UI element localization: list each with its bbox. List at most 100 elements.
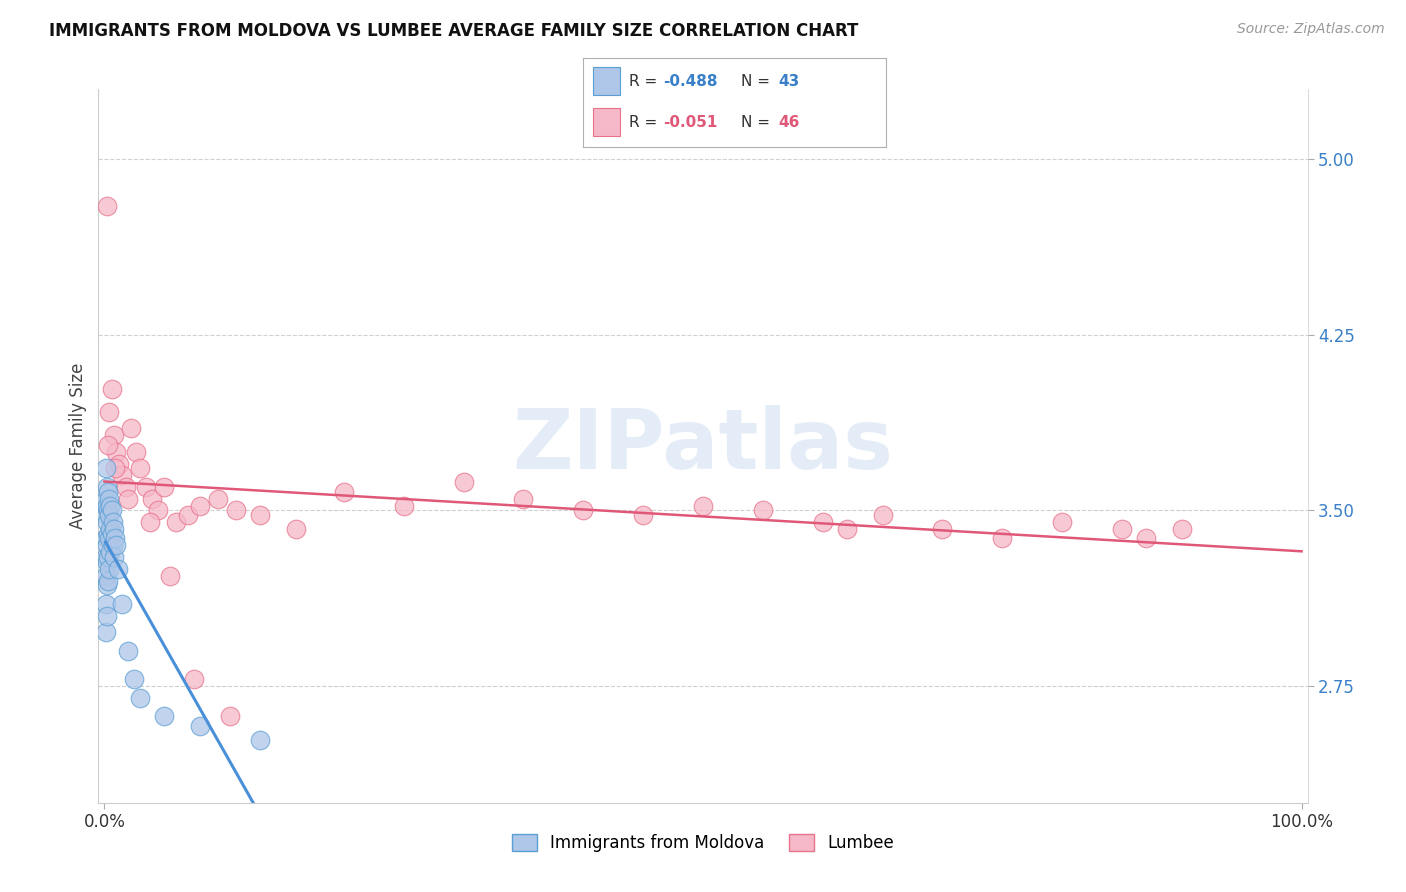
Point	[98, 491, 121, 506]
Point	[101, 515, 124, 529]
Point	[153, 480, 176, 494]
Text: N =: N =	[741, 115, 775, 129]
Point	[94, 508, 117, 522]
Point	[188, 718, 211, 732]
Point	[94, 550, 117, 565]
Text: Source: ZipAtlas.com: Source: ZipAtlas.com	[1237, 22, 1385, 37]
Text: -0.488: -0.488	[664, 74, 718, 88]
Legend: Immigrants from Moldova, Lumbee: Immigrants from Moldova, Lumbee	[505, 827, 901, 859]
Point	[96, 515, 118, 529]
Point	[94, 532, 117, 546]
Point	[139, 515, 162, 529]
Point	[124, 672, 146, 686]
Point	[103, 428, 125, 442]
Point	[120, 421, 142, 435]
Point	[225, 503, 247, 517]
Point	[98, 532, 121, 546]
Point	[96, 608, 118, 623]
FancyBboxPatch shape	[592, 67, 620, 95]
Point	[94, 625, 117, 640]
Point	[188, 499, 211, 513]
Point	[107, 562, 129, 576]
Point	[107, 457, 129, 471]
Point	[453, 475, 475, 490]
Point	[111, 468, 134, 483]
Point	[392, 499, 415, 513]
Point	[96, 480, 118, 494]
Point	[105, 538, 128, 552]
Point	[94, 597, 117, 611]
Point	[100, 503, 122, 517]
Point	[97, 574, 120, 588]
Point	[98, 508, 121, 522]
Point	[207, 491, 229, 506]
Point	[1171, 522, 1194, 536]
Point	[103, 550, 125, 565]
Point	[835, 522, 858, 536]
Text: R =: R =	[628, 115, 662, 129]
Text: N =: N =	[741, 74, 775, 88]
Point	[96, 199, 118, 213]
Point	[97, 484, 120, 499]
Point	[97, 550, 120, 565]
Point	[98, 405, 121, 419]
Point	[991, 532, 1014, 546]
Text: 46: 46	[779, 115, 800, 129]
FancyBboxPatch shape	[592, 108, 620, 136]
Y-axis label: Average Family Size: Average Family Size	[69, 363, 87, 529]
Point	[115, 480, 138, 494]
Point	[100, 499, 122, 513]
Point	[96, 578, 118, 592]
Point	[148, 503, 170, 517]
Text: 43: 43	[779, 74, 800, 88]
Point	[165, 515, 187, 529]
Point	[97, 526, 120, 541]
Text: IMMIGRANTS FROM MOLDOVA VS LUMBEE AVERAGE FAMILY SIZE CORRELATION CHART: IMMIGRANTS FROM MOLDOVA VS LUMBEE AVERAG…	[49, 22, 859, 40]
Point	[101, 538, 124, 552]
Point	[94, 461, 117, 475]
Point	[1111, 522, 1133, 536]
Point	[104, 461, 127, 475]
Point	[752, 503, 775, 517]
Point	[104, 532, 127, 546]
Text: ZIPatlas: ZIPatlas	[513, 406, 893, 486]
Point	[100, 545, 122, 559]
Point	[117, 644, 139, 658]
Point	[98, 562, 121, 576]
Point	[129, 690, 152, 705]
Point	[512, 491, 534, 506]
Point	[872, 508, 894, 522]
Point	[105, 445, 128, 459]
Point	[249, 508, 271, 522]
Point	[96, 538, 118, 552]
Point	[97, 438, 120, 452]
Point	[159, 569, 181, 583]
Point	[153, 709, 176, 723]
Point	[111, 597, 134, 611]
Point	[97, 503, 120, 517]
Point	[249, 732, 271, 747]
Point	[141, 491, 163, 506]
Point	[811, 515, 834, 529]
Point	[333, 484, 356, 499]
Point	[177, 508, 200, 522]
Text: R =: R =	[628, 74, 662, 88]
Point	[100, 522, 122, 536]
Point	[631, 508, 654, 522]
Point	[94, 569, 117, 583]
Point	[100, 526, 122, 541]
Text: -0.051: -0.051	[664, 115, 718, 129]
Point	[219, 709, 242, 723]
Point	[931, 522, 953, 536]
Point	[129, 461, 152, 475]
Point	[183, 672, 205, 686]
Point	[94, 491, 117, 506]
Point	[124, 445, 146, 459]
Point	[284, 522, 307, 536]
Point	[1050, 515, 1073, 529]
Point	[135, 480, 157, 494]
Point	[117, 491, 139, 506]
Point	[1135, 532, 1157, 546]
Point	[103, 522, 125, 536]
Point	[96, 499, 118, 513]
